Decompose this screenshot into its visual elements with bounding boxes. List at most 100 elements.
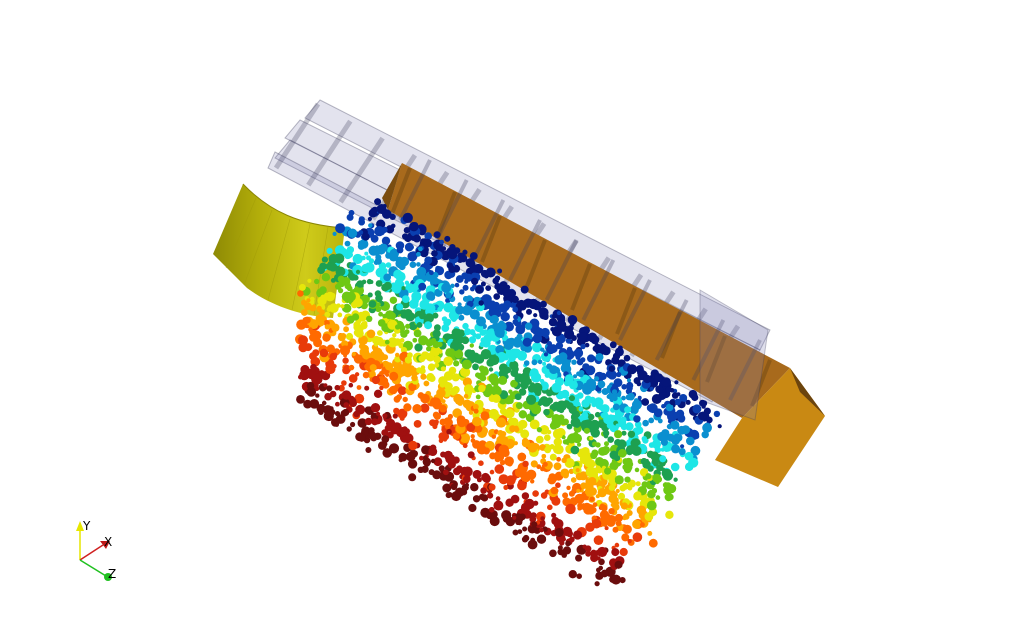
cloud-point — [443, 356, 454, 367]
cloud-point — [493, 293, 501, 300]
cloud-point — [381, 236, 391, 245]
cloud-point — [429, 346, 441, 357]
cloud-point — [540, 466, 545, 472]
cloud-point — [430, 458, 436, 464]
cloud-point — [366, 329, 376, 339]
cloud-point — [367, 370, 376, 379]
cloud-point — [538, 307, 545, 314]
cloud-point — [673, 477, 678, 482]
cloud-point — [345, 332, 354, 341]
cloud-point — [555, 377, 564, 387]
cloud-point — [626, 510, 633, 516]
cloud-point — [521, 536, 529, 543]
cloud-point — [510, 379, 518, 388]
cloud-point — [588, 413, 595, 421]
cloud-point — [614, 513, 624, 523]
cloud-point — [416, 251, 421, 257]
cloud-point — [323, 410, 334, 422]
cloud-point — [421, 351, 430, 360]
cloud-point — [680, 427, 687, 434]
cloud-point — [650, 380, 656, 386]
cloud-point — [584, 454, 590, 460]
cloud-point — [678, 448, 686, 456]
cloud-point — [505, 349, 514, 358]
cloud-point — [686, 436, 695, 446]
cloud-point — [667, 443, 673, 448]
cloud-point — [551, 517, 560, 525]
cloud-point — [512, 337, 523, 348]
cloud-point — [346, 246, 354, 254]
wireframe-rib — [471, 199, 506, 261]
cloud-point — [651, 439, 662, 449]
cloud-point — [433, 457, 443, 467]
cloud-point — [540, 516, 545, 521]
cloud-point — [470, 265, 478, 273]
cloud-point — [549, 453, 557, 461]
cloud-point — [461, 305, 473, 316]
cloud-point — [560, 468, 570, 478]
cloud-point — [405, 323, 411, 329]
cloud-point — [472, 416, 482, 427]
cloud-point — [536, 427, 543, 433]
box-rib — [750, 359, 772, 407]
cloud-point — [399, 256, 410, 267]
cloud-point — [575, 354, 581, 360]
cloud-point — [447, 262, 453, 269]
cloud-point — [463, 384, 474, 394]
cloud-point — [451, 373, 460, 382]
cloud-point — [402, 233, 409, 240]
cloud-point — [575, 554, 583, 562]
x-axis-arrow — [100, 541, 110, 549]
cloud-point — [475, 285, 484, 294]
cloud-point — [348, 382, 354, 388]
cloud-point — [353, 256, 359, 262]
cloud-point — [489, 516, 500, 527]
cloud-point — [449, 244, 456, 251]
cloud-point — [571, 359, 577, 365]
cloud-point — [459, 289, 465, 295]
cloud-point — [298, 342, 308, 353]
cloud-point — [338, 384, 345, 392]
cloud-point — [530, 512, 537, 519]
cloud-point — [648, 538, 658, 548]
z-axis-label: Z — [108, 567, 116, 581]
cloud-point — [343, 402, 350, 408]
cloud-point — [300, 365, 310, 374]
cloud-point — [457, 302, 462, 307]
wireframe-overlay — [398, 159, 769, 421]
cloud-point — [568, 536, 575, 543]
cloud-point — [344, 240, 351, 247]
cloud-point — [453, 349, 464, 359]
cloud-point — [307, 278, 312, 283]
cloud-point — [494, 275, 501, 281]
cloud-point — [315, 316, 323, 323]
cloud-point — [480, 411, 490, 421]
cloud-point — [634, 467, 640, 473]
cloud-point — [446, 429, 452, 435]
cloud-point — [450, 283, 455, 288]
cloud-point — [387, 337, 398, 348]
cloud-point — [576, 358, 584, 366]
cloud-point — [480, 281, 486, 287]
cloud-point — [341, 390, 352, 400]
cloud-point — [319, 262, 327, 270]
cloud-point — [614, 560, 623, 569]
cloud-point — [424, 232, 433, 240]
x-axis-label: X — [104, 535, 112, 549]
cloud-point — [676, 434, 683, 440]
cloud-point — [393, 269, 403, 279]
cloud-point — [539, 444, 546, 450]
cloud-point — [448, 333, 455, 341]
cloud-point — [640, 522, 645, 528]
cloud-point — [383, 441, 388, 447]
cloud-point — [446, 485, 452, 491]
cloud-point — [340, 410, 348, 417]
cloud-point — [657, 418, 663, 424]
cloud-point — [463, 393, 469, 399]
cloud-point — [586, 378, 597, 389]
cloud-point — [643, 375, 652, 384]
cloud-point — [576, 488, 581, 493]
cloud-point — [488, 367, 494, 372]
